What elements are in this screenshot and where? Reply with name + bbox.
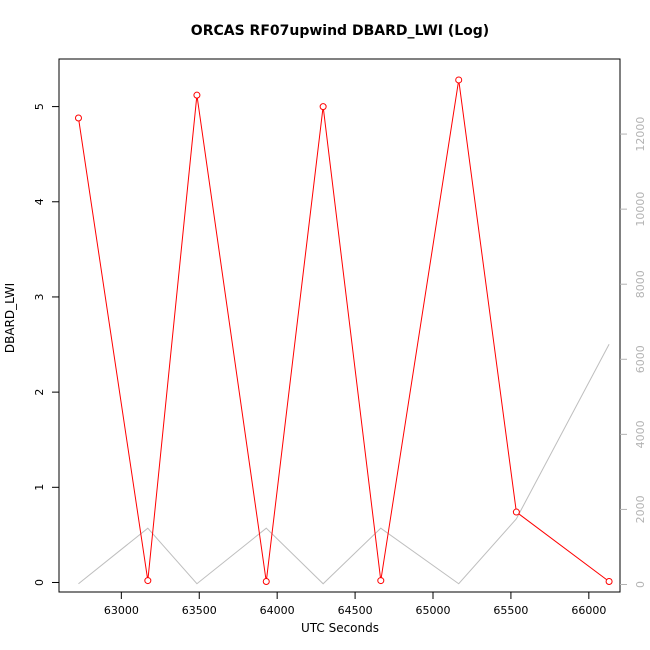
y-tick-label: 0 — [33, 579, 46, 586]
x-tick-label: 65000 — [416, 604, 451, 617]
y-tick-label: 3 — [33, 293, 46, 300]
data-point — [377, 577, 385, 585]
y-axis-right: 0 2000 4000 6000 8000 10000 12000 — [620, 117, 647, 588]
x-tick-label: 64000 — [260, 604, 295, 617]
data-point — [262, 578, 270, 586]
x-tick-label: 64500 — [338, 604, 373, 617]
y-axis-label: DBARD_LWI — [3, 283, 17, 353]
data-point — [144, 577, 152, 585]
data-point — [605, 578, 613, 586]
x-axis: 63000 63500 64000 64500 65000 65500 66000 — [104, 592, 606, 617]
x-tick-label: 65500 — [493, 604, 528, 617]
data-point — [193, 91, 201, 99]
y2-tick-label: 4000 — [634, 420, 647, 448]
y-tick-label: 2 — [33, 389, 46, 396]
y-tick-label: 4 — [33, 198, 46, 205]
y2-tick-label: 6000 — [634, 345, 647, 373]
x-axis-label: UTC Seconds — [301, 621, 379, 635]
x-tick-label: 66000 — [571, 604, 606, 617]
data-point — [74, 114, 82, 122]
y2-tick-label: 0 — [634, 581, 647, 588]
series-line-right — [78, 344, 610, 585]
series-layer — [74, 76, 613, 586]
chart-title: ORCAS RF07upwind DBARD_LWI (Log) — [191, 23, 489, 39]
y-tick-label: 5 — [33, 103, 46, 110]
y2-tick-label: 8000 — [634, 270, 647, 298]
series-line-left — [77, 79, 610, 582]
data-point — [455, 76, 463, 84]
data-point — [512, 508, 520, 516]
y-axis-left: 0 1 2 3 4 5 — [33, 103, 59, 586]
y2-tick-label: 10000 — [634, 192, 647, 227]
data-point — [319, 103, 327, 111]
y-tick-label: 1 — [33, 484, 46, 491]
y2-tick-label: 12000 — [634, 117, 647, 152]
y2-tick-label: 2000 — [634, 495, 647, 523]
x-tick-label: 63000 — [104, 604, 139, 617]
x-tick-label: 63500 — [182, 604, 217, 617]
plot-frame — [58, 58, 621, 593]
